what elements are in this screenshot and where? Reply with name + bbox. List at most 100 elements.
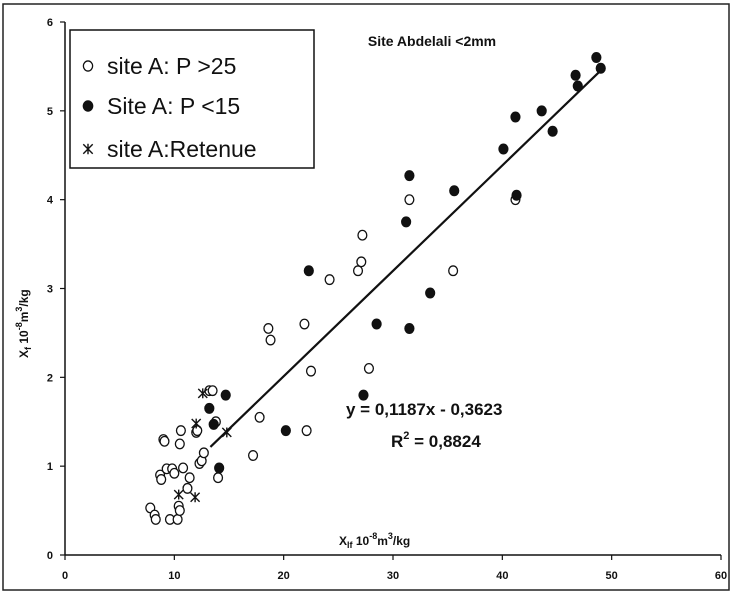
point-star [191, 418, 202, 429]
point-open-circle [448, 265, 459, 277]
outer-frame [2, 3, 730, 591]
point-filled-circle [591, 52, 602, 64]
point-open-circle [248, 450, 259, 461]
y-tick-label: 4 [47, 195, 54, 207]
point-filled-circle [570, 69, 581, 81]
y-axis-label-text: 10 [17, 330, 31, 347]
point-filled-circle [220, 389, 231, 401]
y-axis-label-unit-exp: 3 [14, 307, 24, 312]
point-open-circle [301, 425, 312, 437]
point-star [197, 388, 208, 399]
point-open-circle [178, 462, 189, 474]
y-axis-label: Xf 10-8m3/kg [14, 289, 33, 358]
x-axis-label-unit-exp: 3 [388, 531, 393, 541]
y-axis-label-unit: m [17, 312, 31, 323]
point-filled-circle [595, 62, 606, 74]
point-open-circle [159, 435, 170, 447]
point-open-circle [352, 265, 364, 277]
point-filled-circle [303, 265, 314, 277]
point-filled-circle [536, 105, 547, 117]
point-filled-circle [572, 80, 583, 92]
x-axis-label-exp: -8 [369, 531, 377, 541]
r-squared-exp: 2 [403, 430, 409, 442]
point-filled-circle [82, 100, 94, 112]
y-tick-label: 0 [47, 550, 53, 562]
point-star [190, 492, 201, 503]
x-tick-label: 0 [62, 570, 68, 582]
point-open-circle [356, 256, 367, 268]
legend-label-open-circle: site A: P >25 [107, 53, 236, 79]
point-open-circle [150, 514, 161, 525]
y-axis-label-base: X [17, 350, 31, 358]
x-axis-label-unit: m [377, 534, 388, 548]
point-open-circle [175, 425, 186, 437]
point-open-circle [213, 472, 224, 484]
tick-labels: 0 10 20 30 40 50 60 0 1 2 3 4 5 6 [47, 17, 727, 582]
x-tick-label: 30 [387, 570, 399, 582]
point-open-circle [192, 425, 203, 437]
point-open-circle [184, 472, 195, 484]
r-squared: R2 = 0,8824 [391, 430, 481, 451]
y-tick-label: 2 [47, 372, 53, 384]
point-open-circle [404, 194, 415, 206]
point-filled-circle [425, 287, 436, 299]
point-filled-circle [510, 111, 521, 123]
x-axis-label-sub: lf [347, 540, 354, 550]
trendline-group [209, 68, 603, 448]
y-tick-label: 3 [47, 284, 53, 296]
point-star [221, 427, 232, 438]
axes [60, 21, 722, 560]
point-open-circle [207, 385, 218, 397]
point-open-circle [305, 365, 317, 377]
point-filled-circle [358, 389, 369, 401]
regression-equation: y = 0,1187x - 0,3623 [346, 400, 502, 419]
point-filled-circle [280, 425, 291, 437]
point-filled-circle [511, 189, 522, 201]
point-open-circle [174, 438, 185, 450]
y-tick-label: 5 [47, 106, 53, 118]
point-filled-circle [401, 216, 412, 228]
x-tick-label: 50 [606, 570, 618, 582]
point-open-circle [265, 334, 276, 346]
point-open-circle [82, 60, 94, 72]
point-open-circle [182, 482, 193, 494]
x-axis-label: Xlf 10-8m3/kg [339, 531, 410, 550]
point-open-circle [169, 467, 180, 479]
x-tick-label: 40 [496, 570, 508, 582]
legend-markers [82, 60, 94, 155]
x-tick-label: 20 [278, 570, 290, 582]
point-star [82, 143, 94, 155]
point-open-circle [299, 318, 310, 330]
point-filled-circle [449, 185, 460, 197]
point-filled-circle [404, 170, 415, 182]
point-open-circle [357, 229, 368, 241]
y-axis-label-exp: -8 [14, 322, 24, 330]
point-open-circle [263, 323, 274, 334]
y-axis-label-tail: /kg [17, 289, 31, 306]
trendline [209, 68, 603, 448]
x-axis-label-text: 10 [353, 534, 370, 548]
point-open-circle [198, 447, 209, 459]
legend: site A: P >25 Site A: P <15 site A:Reten… [69, 29, 315, 169]
data-points [145, 52, 606, 525]
chart-title: Site Abdelali <2mm [368, 33, 496, 49]
point-open-circle [363, 363, 374, 374]
point-filled-circle [498, 143, 509, 155]
x-axis-label-tail: /kg [393, 534, 410, 548]
point-filled-circle [208, 418, 219, 430]
y-axis-label-sub: f [23, 346, 33, 350]
r-squared-value: = 0,8824 [409, 432, 481, 451]
point-open-circle [172, 514, 183, 525]
x-axis-label-base: X [339, 534, 347, 548]
point-filled-circle [204, 402, 215, 414]
point-open-circle [254, 411, 265, 423]
point-open-circle [156, 474, 167, 485]
point-star [173, 489, 184, 500]
legend-label-filled-circle: Site A: P <15 [107, 93, 240, 119]
point-open-circle [174, 505, 185, 517]
legend-box [69, 29, 315, 169]
y-tick-label: 1 [47, 461, 53, 473]
point-filled-circle [214, 462, 225, 474]
x-tick-label: 10 [168, 570, 180, 582]
point-filled-circle [547, 125, 558, 137]
